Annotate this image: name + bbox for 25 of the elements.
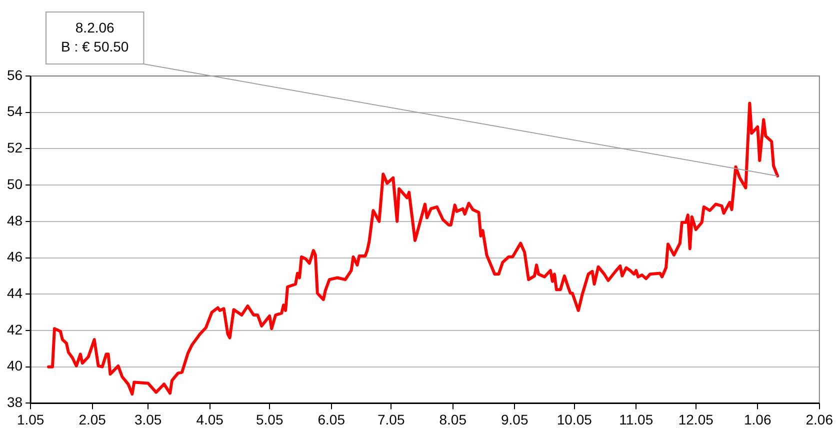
x-tick-label: 6.05 — [318, 411, 346, 428]
y-tick-label: 42 — [6, 321, 23, 338]
y-tick-label: 48 — [6, 212, 23, 228]
y-tick-label: 56 — [6, 66, 23, 83]
x-tick-label: 11.05 — [619, 411, 654, 428]
x-tick-label: 9.05 — [500, 411, 528, 428]
y-tick-label: 46 — [6, 248, 23, 265]
annotation: 8.2.06 B : € 50.50 — [61, 19, 129, 54]
y-tick-label: 38 — [6, 394, 23, 410]
y-tick-label: 52 — [6, 140, 23, 156]
x-tick-label: 1.06 — [744, 411, 772, 428]
y-tick-label: 54 — [6, 103, 23, 120]
x-tick-label: 12.05 — [678, 411, 714, 428]
x-tick-label: 8.05 — [439, 411, 467, 428]
x-tick-label: 7.05 — [377, 411, 405, 428]
y-tick-label: 44 — [6, 284, 23, 301]
y-tick-label: 40 — [6, 358, 23, 374]
y-tick-label: 50 — [6, 176, 23, 192]
x-tick-label: 5.05 — [256, 411, 284, 428]
x-tick-label: 4.05 — [196, 411, 224, 428]
x-tick-label: 3.05 — [134, 411, 162, 428]
x-tick-label: 2.06 — [806, 411, 834, 428]
x-tick-label: 1.05 — [16, 411, 44, 428]
x-tick-label: 10.05 — [556, 411, 592, 428]
x-tick-label: 2.05 — [78, 411, 106, 428]
